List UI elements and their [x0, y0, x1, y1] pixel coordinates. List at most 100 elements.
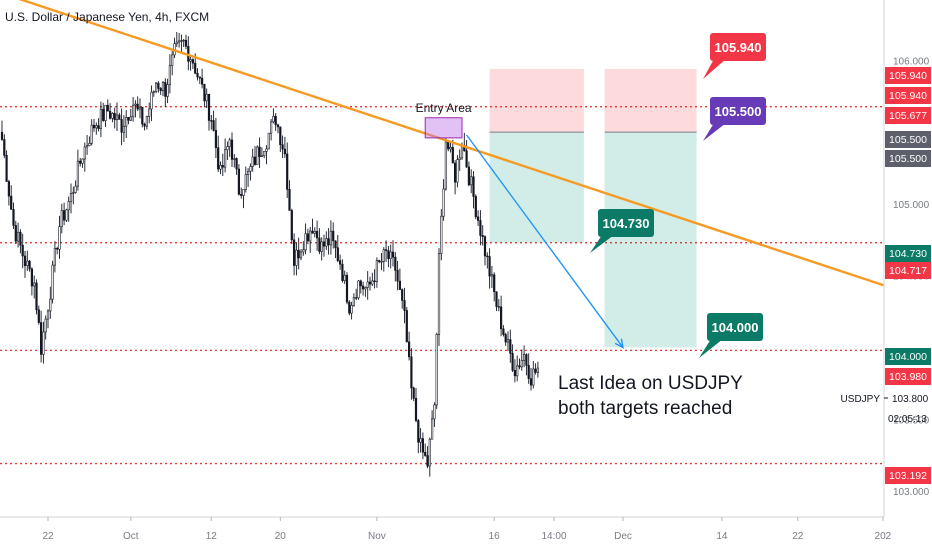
- candle-body: [49, 298, 52, 312]
- candle-body: [424, 451, 427, 456]
- candle-body: [106, 104, 109, 112]
- candle-body: [210, 120, 213, 122]
- candle-body: [396, 269, 399, 282]
- candle-body: [251, 156, 254, 167]
- candle-body: [143, 123, 146, 127]
- candle-body: [132, 104, 135, 118]
- time-tick-label: 14:00: [541, 531, 566, 542]
- candle-body: [493, 274, 496, 292]
- candle-body: [518, 365, 521, 368]
- candle-body: [394, 256, 397, 271]
- candle-body: [348, 301, 351, 314]
- drawings: Entry Area: [18, 0, 886, 349]
- candle-body: [417, 420, 420, 443]
- candle-body: [14, 225, 17, 242]
- candle-body: [451, 147, 454, 164]
- candle-body: [150, 91, 153, 110]
- callout-text: 104.730: [603, 216, 650, 231]
- candle-body: [364, 287, 367, 290]
- candle-body: [118, 114, 121, 120]
- time-tick-label: 202: [875, 531, 892, 542]
- candle-body: [368, 281, 372, 285]
- candle-body: [279, 126, 282, 146]
- candle-body: [189, 59, 192, 62]
- candle-body: [499, 306, 503, 330]
- positions: [489, 68, 697, 348]
- price-label-text: 103.980: [889, 371, 927, 383]
- time-axis[interactable]: 22 Oct 12 20 Nov 16 14:00 Dec 14 22 202: [0, 516, 892, 550]
- candle-body: [272, 115, 275, 123]
- candle-body: [410, 356, 413, 389]
- candle-body: [76, 160, 79, 187]
- candle-body: [263, 151, 266, 157]
- candle-body: [168, 65, 172, 85]
- price-label-text: 105.940: [889, 70, 927, 82]
- callout-box: [710, 97, 766, 125]
- candle-body: [207, 93, 211, 121]
- candle-body: [219, 165, 222, 170]
- candle-body: [53, 248, 56, 266]
- price-tick-label: 106.000: [893, 56, 930, 67]
- bar-countdown: 02:05:13: [888, 414, 927, 425]
- candles: [0, 31, 539, 477]
- price-label-box: [885, 245, 931, 262]
- candle-body: [191, 59, 195, 64]
- candle-body: [109, 110, 112, 119]
- candle-body: [276, 124, 280, 128]
- candle-body: [343, 274, 346, 281]
- candle-body: [332, 230, 335, 242]
- candle-body: [141, 106, 144, 125]
- candle-body: [299, 251, 303, 259]
- candle-body: [16, 231, 20, 242]
- price-label-text: 104.730: [889, 248, 927, 260]
- candle-body: [83, 146, 86, 160]
- candle-body: [212, 120, 215, 131]
- callout-text: 105.940: [715, 40, 762, 55]
- candle-body: [384, 249, 388, 251]
- price-label-box: [885, 107, 931, 124]
- candle-body: [470, 176, 473, 186]
- candle-body: [467, 166, 471, 186]
- candle-body: [529, 378, 533, 386]
- candle-body: [74, 185, 77, 193]
- candle-body: [90, 124, 93, 144]
- candle-body: [295, 249, 298, 266]
- candle-body: [182, 39, 185, 42]
- candle-body: [361, 285, 365, 290]
- candle-body: [88, 143, 91, 146]
- candle-body: [435, 334, 438, 406]
- time-tick-label: Dec: [614, 531, 632, 542]
- candle-body: [214, 130, 218, 148]
- annotation-line: Last Idea on USDJPY: [558, 373, 743, 394]
- candle-body: [288, 189, 291, 211]
- candle-body: [479, 220, 482, 236]
- candle-body: [453, 162, 457, 183]
- candle-body: [304, 233, 307, 251]
- time-axis-background: [0, 517, 884, 550]
- candle-body: [311, 230, 314, 234]
- candle-body: [145, 116, 149, 127]
- candle-body: [217, 147, 220, 170]
- candle-body: [184, 39, 188, 47]
- candle-body: [267, 132, 270, 150]
- candle-body: [504, 334, 507, 343]
- candle-body: [440, 215, 443, 254]
- candle-body: [205, 93, 208, 102]
- callouts: 105.940 105.500 104.730 104.000: [590, 33, 766, 358]
- callout-box: [707, 313, 763, 341]
- position-stop-zone: [604, 68, 697, 133]
- price-axis[interactable]: 106.000105.000104.500103.500103.000105.9…: [841, 0, 932, 550]
- candle-body: [433, 404, 436, 420]
- candle-body: [318, 237, 321, 252]
- candle-body: [127, 117, 130, 121]
- candle-body: [233, 158, 236, 160]
- current-price-symbol: USDJPY: [841, 394, 881, 405]
- candle-body: [95, 125, 98, 129]
- callout-box: [710, 33, 766, 61]
- candle-body: [161, 82, 165, 92]
- candle-body: [237, 168, 241, 195]
- candle-body: [35, 282, 38, 311]
- candle-body: [509, 339, 512, 354]
- projection-arrowhead: [614, 338, 624, 349]
